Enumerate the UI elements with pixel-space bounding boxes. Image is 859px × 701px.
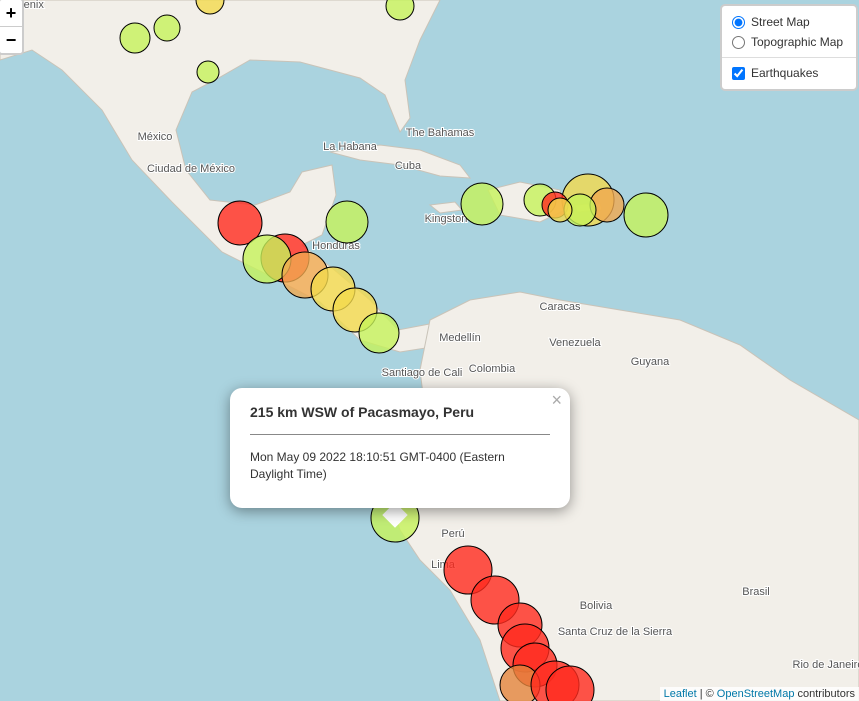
land-north-america [0, 0, 446, 353]
map-label: Caracas [540, 301, 581, 313]
earthquake-marker [385, 0, 415, 21]
layer-label: Earthquakes [751, 66, 819, 80]
earthquake-marker [196, 60, 220, 84]
map-label: Santa Cruz de la Sierra [558, 626, 673, 638]
earthquake-marker [545, 665, 595, 701]
map-label: Cuba [395, 160, 422, 172]
map-label: Perú [441, 528, 464, 540]
earthquake-marker [325, 200, 369, 244]
earthquake-marker [119, 22, 151, 54]
popup-close[interactable]: × [551, 390, 562, 410]
map-label: Brasil [742, 586, 770, 598]
zoom-out[interactable]: − [0, 26, 22, 53]
earthquake-marker [623, 192, 669, 238]
radio[interactable] [732, 35, 745, 49]
popup-time: Mon May 09 2022 18:10:51 GMT-0400 (Easte… [250, 450, 505, 481]
layer-label: Topographic Map [751, 35, 844, 49]
earthquake-marker [547, 197, 573, 223]
layer-option[interactable]: Earthquakes [730, 63, 848, 83]
map-label: Guyana [631, 356, 670, 368]
text: contributors [797, 688, 855, 700]
land-cuba [329, 144, 472, 179]
separator [722, 57, 856, 58]
land-jamaica [428, 201, 463, 214]
popup-title: 215 km WSW of Pacasmayo, Peru [250, 404, 475, 420]
map-label: The Bahamas [406, 127, 475, 139]
map-label: México [138, 131, 173, 143]
zoom-control: + − [0, 0, 24, 55]
radio[interactable] [732, 15, 745, 29]
map-label: Bolivia [580, 600, 613, 612]
zoom-in[interactable]: + [5, 3, 17, 23]
map-label: Venezuela [549, 337, 601, 349]
layer-label: Street Map [751, 15, 810, 29]
checkbox[interactable] [732, 66, 745, 80]
map-label: Santiago de Cali [382, 367, 463, 379]
map-label: Rio de Janeiro [793, 659, 859, 671]
layer-option[interactable]: Topographic Map [730, 32, 848, 52]
attribution: Leaflet | © OpenStreetMap contributors [659, 687, 859, 701]
earthquake-marker [195, 0, 225, 15]
link[interactable]: Leaflet [663, 688, 697, 700]
divider [250, 434, 550, 435]
map-label: Medellín [439, 332, 481, 344]
layer-option[interactable]: Street Map [730, 12, 848, 32]
map-label: Kingston [425, 213, 468, 225]
earthquake-marker [217, 200, 263, 246]
link[interactable]: OpenStreetMap [716, 688, 795, 700]
map-label: La Habana [323, 141, 378, 153]
map-label: Colombia [469, 363, 516, 375]
text: | © [699, 688, 714, 700]
popup: × 215 km WSW of Pacasmayo, Peru Mon May … [230, 388, 570, 508]
map-label: Ciudad de México [147, 163, 235, 175]
earthquake-marker [153, 14, 181, 42]
earthquake-marker [358, 312, 400, 354]
layer-control: Street Map Topographic Map Earthquakes [720, 4, 858, 91]
earthquake-marker [460, 182, 504, 226]
